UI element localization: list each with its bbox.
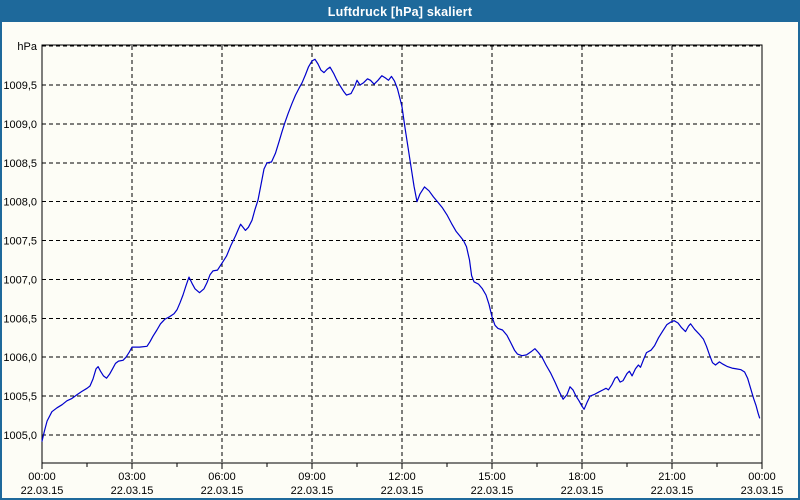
window-titlebar: Luftdruck [hPa] skaliert: [2, 2, 798, 22]
x-tick-time-label: 21:00: [658, 471, 686, 483]
y-tick-label: 1008,5: [3, 158, 37, 170]
x-tick-date-label: 22.03.15: [471, 485, 514, 497]
y-tick-label: 1006,5: [3, 313, 37, 325]
y-tick-label: 1009,5: [3, 80, 37, 92]
x-tick-date-label: 22.03.15: [291, 485, 334, 497]
y-tick-label: 1007,0: [3, 274, 37, 286]
x-tick-time-label: 15:00: [478, 471, 506, 483]
x-tick-time-label: 12:00: [388, 471, 416, 483]
plot-border: [41, 44, 763, 464]
pressure-line: [41, 58, 761, 442]
x-tick-date-label: 22.03.15: [651, 485, 694, 497]
x-tick-date-label: 22.03.15: [201, 485, 244, 497]
y-tick-label: 1009,0: [3, 119, 37, 131]
x-tick-time-label: 09:00: [298, 471, 326, 483]
y-tick-label: 1005,5: [3, 391, 37, 403]
y-tick-label: 1005,0: [3, 430, 37, 442]
x-tick-time-label: 00:00: [748, 471, 776, 483]
y-tick-label: 1008,0: [3, 197, 37, 209]
x-tick-date-label: 23.03.15: [741, 485, 784, 497]
x-tick-time-label: 00:00: [28, 471, 56, 483]
x-tick-date-label: 22.03.15: [111, 485, 154, 497]
y-axis-unit-label: hPa: [17, 41, 37, 53]
x-tick-time-label: 03:00: [118, 471, 146, 483]
x-tick-date-label: 22.03.15: [381, 485, 424, 497]
x-tick-time-label: 18:00: [568, 471, 596, 483]
y-tick-label: 1006,0: [3, 352, 37, 364]
x-tick-date-label: 22.03.15: [561, 485, 604, 497]
x-tick-date-label: 22.03.15: [21, 485, 64, 497]
y-tick-label: 1007,5: [3, 236, 37, 248]
window-title: Luftdruck [hPa] skaliert: [327, 5, 473, 19]
x-tick-time-label: 06:00: [208, 471, 236, 483]
